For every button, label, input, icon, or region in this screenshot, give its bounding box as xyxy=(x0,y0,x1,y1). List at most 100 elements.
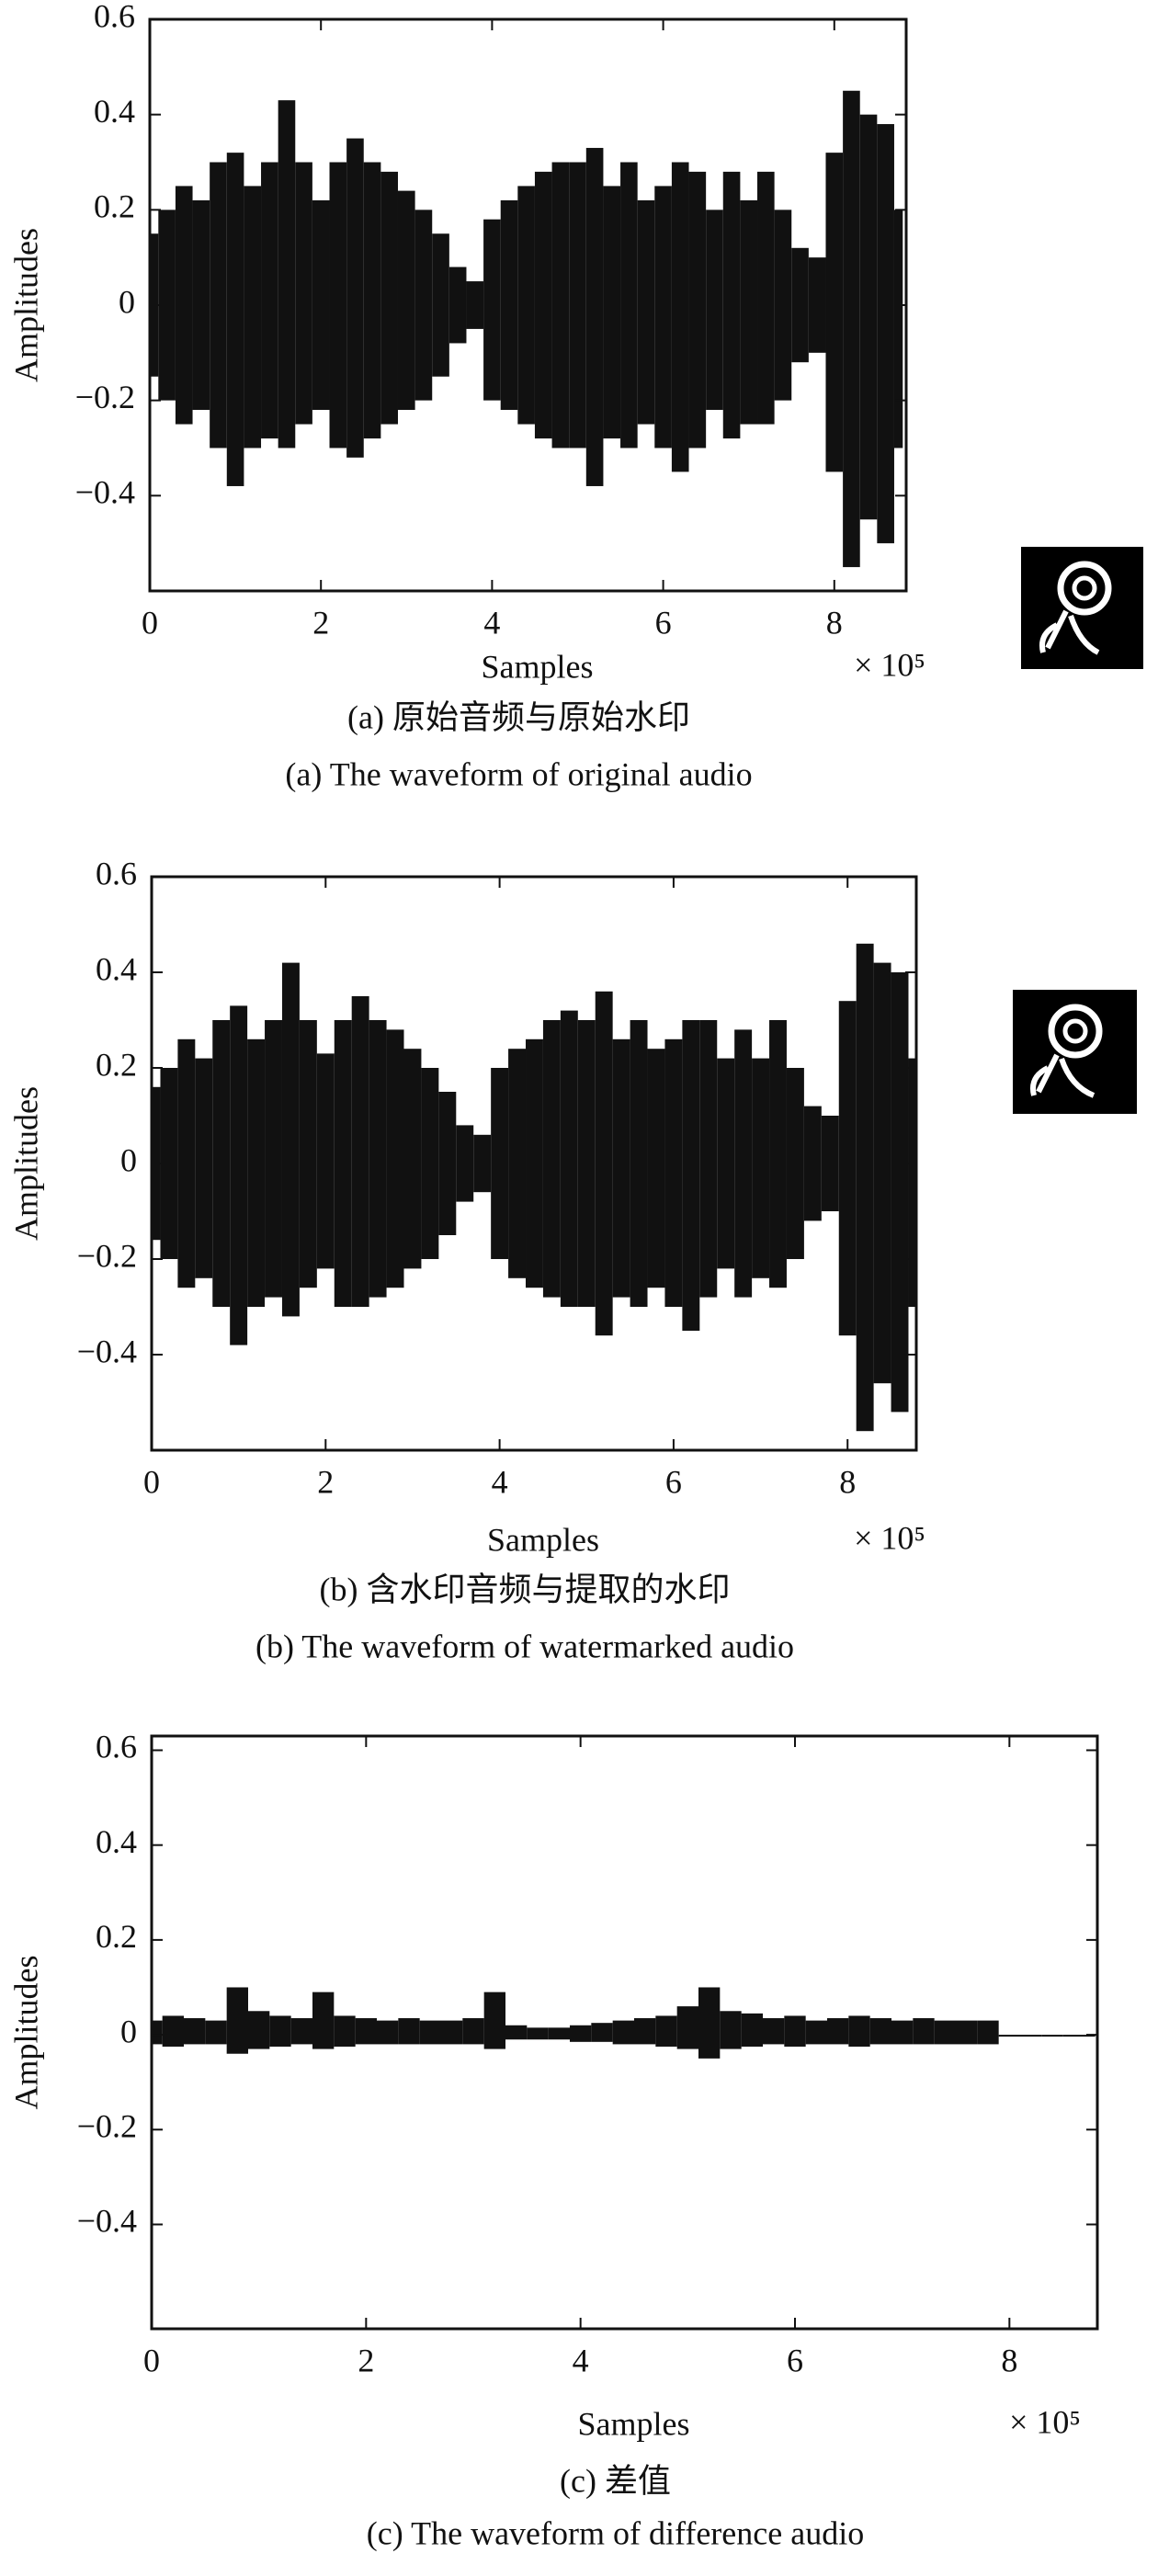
waveform-segment xyxy=(398,2018,420,2045)
waveform-segment xyxy=(351,996,369,1307)
waveform-segment xyxy=(462,2018,484,2045)
waveform-segment xyxy=(630,1020,648,1307)
y-tick-label: 0.4 xyxy=(94,93,135,130)
x-axis-label: Samples xyxy=(578,2405,690,2442)
waveform-segment xyxy=(226,153,244,486)
waveform-segment xyxy=(210,162,227,448)
waveform-segment xyxy=(595,991,613,1336)
waveform-segment xyxy=(956,2020,978,2045)
waveform-segment xyxy=(542,1020,561,1298)
x-tick-label: 2 xyxy=(358,2342,374,2378)
x-tick-label: 4 xyxy=(573,2342,589,2378)
waveform-segment xyxy=(491,1068,509,1259)
waveform-segment xyxy=(655,2015,677,2047)
waveform-segment xyxy=(526,1038,543,1288)
waveform-segment xyxy=(386,1029,404,1288)
waveform-segment xyxy=(763,2018,785,2045)
waveform-segment xyxy=(647,1049,665,1288)
waveform-segment xyxy=(248,2011,270,2049)
caption-en: (a) The waveform of original audio xyxy=(285,755,752,792)
waveform-segment xyxy=(548,2027,570,2040)
waveform-segment xyxy=(740,199,758,425)
waveform-segment xyxy=(752,1058,770,1278)
waveform-segment xyxy=(877,124,894,544)
x-tick-label: 4 xyxy=(483,604,500,641)
watermark-original xyxy=(1021,547,1143,669)
x-tick-label: 8 xyxy=(826,604,843,641)
waveform-segment xyxy=(757,171,775,425)
waveform-segment xyxy=(859,114,878,520)
waveform-segment xyxy=(299,1020,317,1288)
waveform-segment xyxy=(722,171,741,439)
waveform-segment xyxy=(212,1020,231,1307)
waveform-segment xyxy=(369,1020,387,1298)
y-tick-label: 0 xyxy=(120,2013,137,2049)
waveform-segment xyxy=(786,1068,804,1259)
waveform-segment xyxy=(534,171,552,439)
waveform-segment xyxy=(205,2020,227,2045)
waveform-segment xyxy=(152,2020,163,2045)
waveform-segment xyxy=(934,2020,956,2045)
waveform-segment xyxy=(527,2027,549,2040)
waveform-segment xyxy=(247,1038,266,1307)
waveform-segment xyxy=(569,162,586,448)
y-tick-label: −0.4 xyxy=(77,2203,137,2240)
waveform-segment xyxy=(699,1020,718,1298)
waveform-segment xyxy=(869,2018,891,2045)
waveform-segment xyxy=(843,90,860,568)
waveform-segment xyxy=(682,1020,700,1331)
waveform-segment xyxy=(577,1020,596,1307)
waveform-segment xyxy=(808,257,826,353)
waveform-segment xyxy=(226,1987,248,2054)
y-tick-label: 0.4 xyxy=(96,1823,137,1860)
waveform-segment xyxy=(244,186,262,448)
caption-zh: (a) 原始音频与原始水印 xyxy=(347,698,690,735)
waveform-segment xyxy=(634,2018,656,2045)
waveform-segment xyxy=(265,1020,282,1298)
waveform-segment xyxy=(570,2025,592,2042)
plot-frame xyxy=(150,1734,1099,2331)
waveform-segment xyxy=(456,1125,474,1202)
x-tick-label: 0 xyxy=(142,604,158,641)
y-tick-label: 0.6 xyxy=(96,855,137,891)
waveform-segment xyxy=(706,210,723,411)
waveform-segment xyxy=(734,1029,753,1298)
waveform-segment xyxy=(448,267,467,344)
waveform-segment xyxy=(363,162,381,439)
caption-en: (b) The waveform of watermarked audio xyxy=(255,1628,794,1664)
waveform-segment xyxy=(774,210,792,401)
waveform-segment xyxy=(591,2023,613,2042)
waveform-segment xyxy=(1062,2035,1084,2037)
y-tick-label: 0.2 xyxy=(96,1918,137,1955)
y-axis-label: Amplitudes xyxy=(7,1956,44,2110)
x-tick-label: 6 xyxy=(787,2342,803,2378)
waveform-segment xyxy=(312,199,330,411)
y-tick-label: −0.2 xyxy=(77,1237,137,1274)
waveform-segment xyxy=(891,2020,914,2045)
y-tick-label: −0.4 xyxy=(75,474,135,511)
waveform-segment xyxy=(295,162,312,425)
waveform-segment xyxy=(414,210,433,401)
caption-zh: (b) 含水印音频与提取的水印 xyxy=(320,1571,731,1607)
waveform-segment xyxy=(560,1010,578,1307)
waveform-segment xyxy=(838,1001,857,1336)
waveform-segment xyxy=(438,1092,457,1235)
waveform-segment xyxy=(825,153,844,472)
x-tick-label: 6 xyxy=(655,604,672,641)
waveform-segment xyxy=(612,1038,630,1298)
waveform-segment xyxy=(466,281,484,329)
waveform-segment xyxy=(620,162,638,448)
waveform-segment xyxy=(688,171,707,448)
x-axis-label: Samples xyxy=(482,648,594,685)
y-tick-label: 0.4 xyxy=(96,950,137,987)
waveform-segment xyxy=(612,2020,634,2045)
x-multiplier: × 10⁵ xyxy=(854,1519,925,1556)
y-tick-label: 0.2 xyxy=(94,188,135,225)
waveform-segment xyxy=(873,962,891,1384)
waveform-segment xyxy=(805,2020,827,2045)
y-tick-label: −0.2 xyxy=(77,2108,137,2145)
y-tick-label: 0.2 xyxy=(96,1046,137,1083)
waveform-segment xyxy=(158,210,176,401)
waveform-segment xyxy=(419,2020,441,2045)
